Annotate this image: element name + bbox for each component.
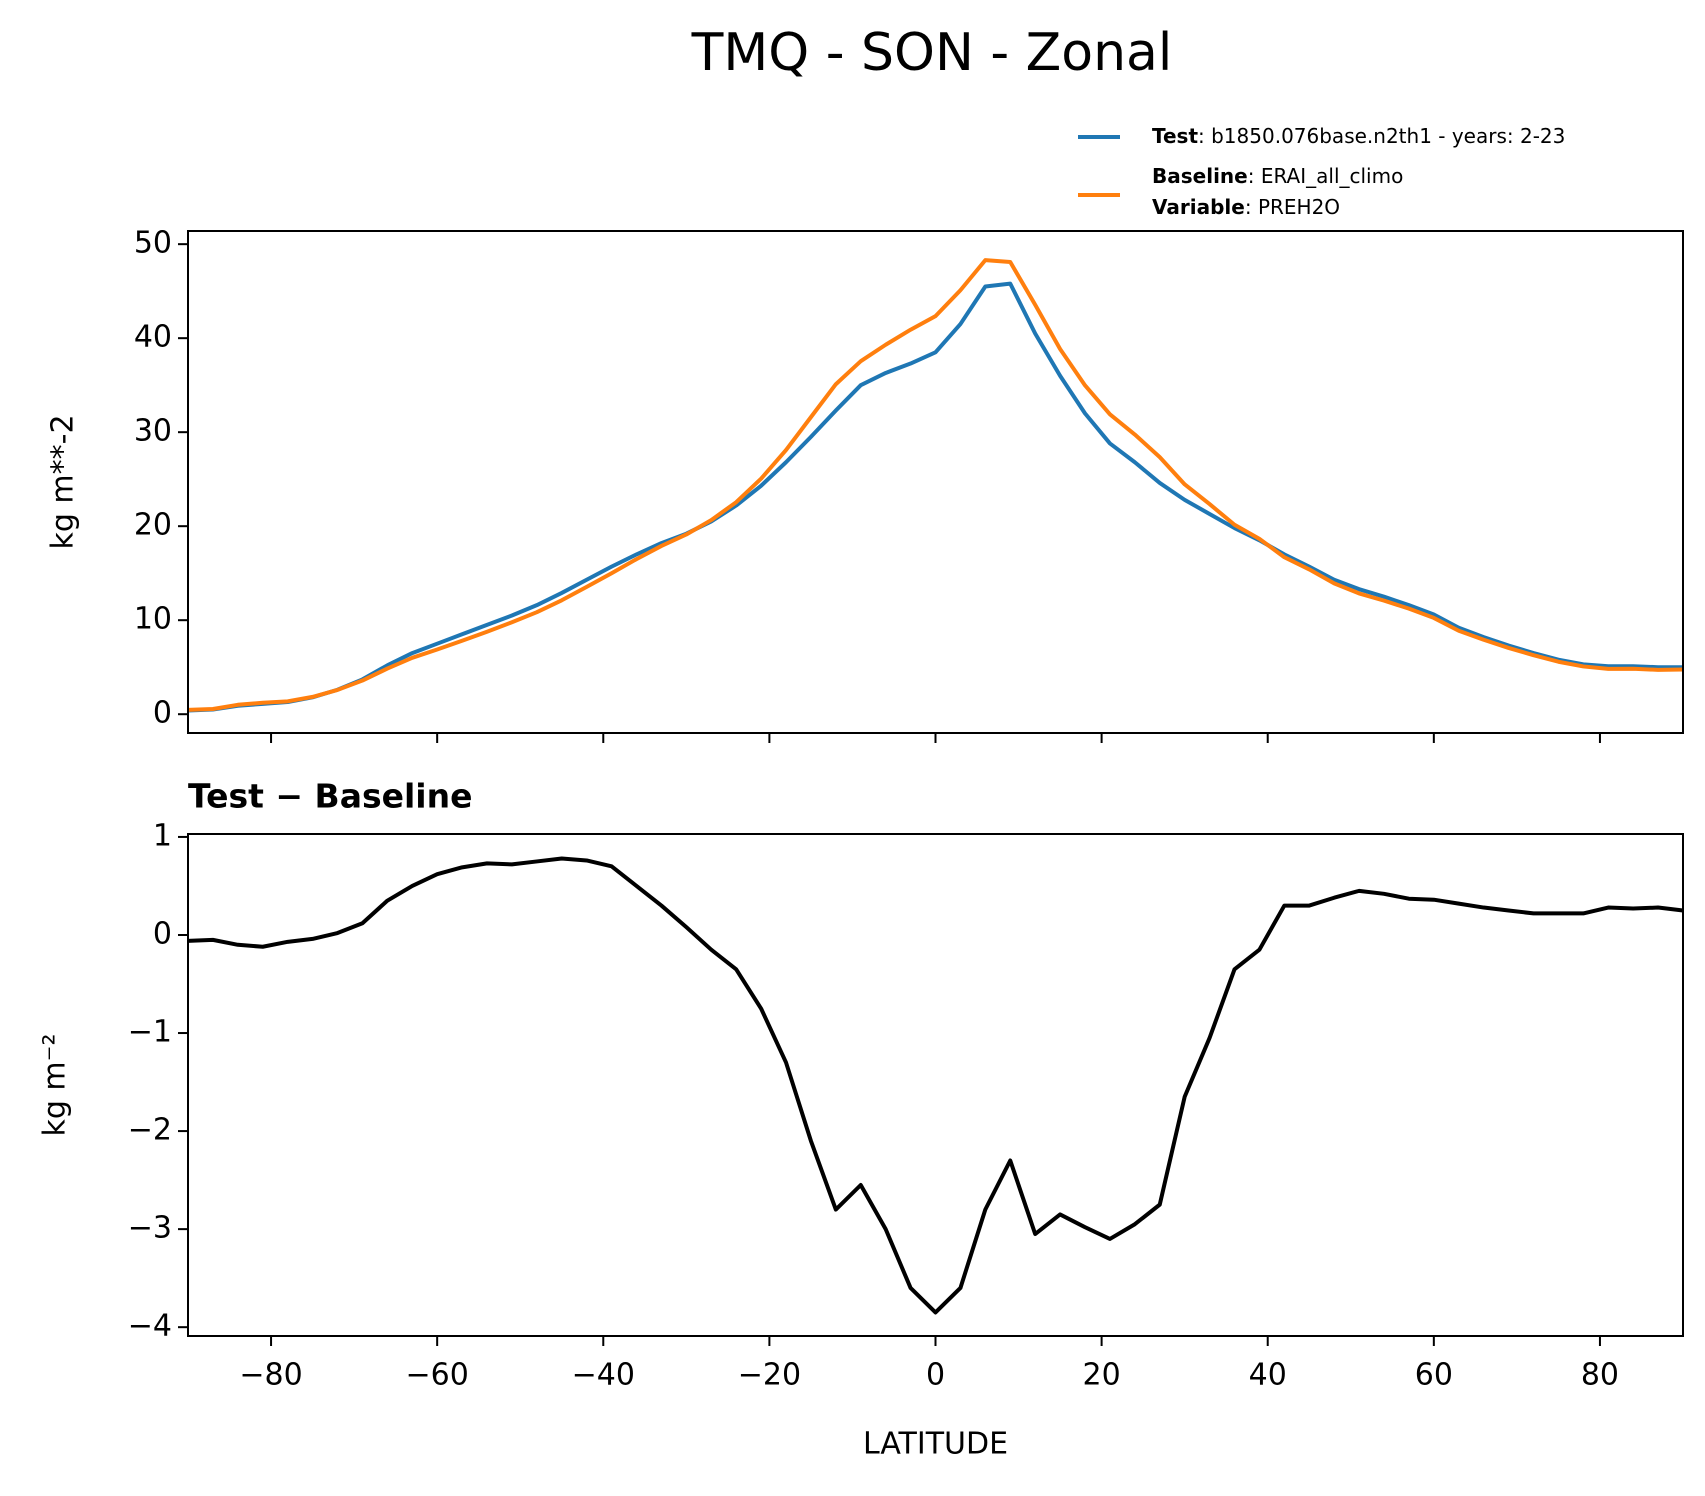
legend-entry: Baseline: ERAI_all_climo <box>1152 164 1403 188</box>
y-tick-label: 0 <box>153 916 172 951</box>
y-tick-label: 20 <box>134 508 172 543</box>
y-tick-label: −1 <box>128 1015 172 1050</box>
x-tick-label: 20 <box>1083 1358 1121 1393</box>
legend-description: : b1850.076base.n2th1 - years: 2-23 <box>1198 124 1565 148</box>
y-axis-label: kg m⁻² <box>38 1033 73 1136</box>
x-axis-label: LATITUDE <box>863 1427 1008 1462</box>
y-tick-label: 50 <box>134 226 172 261</box>
x-tick-label: −20 <box>738 1358 801 1393</box>
legend-description: : PREH2O <box>1245 195 1340 219</box>
y-tick-label: 0 <box>153 696 172 731</box>
y-tick-label: 30 <box>134 414 172 449</box>
y-axis-label: kg m**-2 <box>46 414 81 549</box>
legend-name: Variable <box>1152 195 1245 219</box>
axes-frame <box>187 230 1684 734</box>
x-tick-label: 80 <box>1581 1358 1619 1393</box>
x-tick-label: −40 <box>572 1358 635 1393</box>
series-line <box>187 258 1684 712</box>
x-tick-label: 40 <box>1249 1358 1287 1393</box>
subplot-title: Test − Baseline <box>188 777 473 816</box>
x-tick-label: −60 <box>406 1358 469 1393</box>
y-tick-label: −4 <box>128 1309 172 1344</box>
y-tick-label: 1 <box>153 818 172 853</box>
x-tick-label: 60 <box>1415 1358 1453 1393</box>
legend-entry: Test: b1850.076base.n2th1 - years: 2-23 <box>1152 124 1565 148</box>
x-tick-label: 0 <box>926 1358 945 1393</box>
y-tick-label: −2 <box>128 1113 172 1148</box>
x-tick-label: −80 <box>239 1358 302 1393</box>
y-tick-label: 10 <box>134 602 172 637</box>
series-line <box>187 281 1683 713</box>
figure-title: TMQ - SON - Zonal <box>691 23 1173 83</box>
y-tick-label: 40 <box>134 320 172 355</box>
legend-name: Baseline <box>1152 164 1248 188</box>
axes-frame <box>187 833 1684 1337</box>
legend-entry: Variable: PREH2O <box>1152 195 1340 219</box>
y-tick-label: −3 <box>128 1211 172 1246</box>
series-line <box>187 856 1684 1315</box>
legend-description: : ERAI_all_climo <box>1248 164 1404 188</box>
legend-name: Test <box>1152 124 1198 148</box>
